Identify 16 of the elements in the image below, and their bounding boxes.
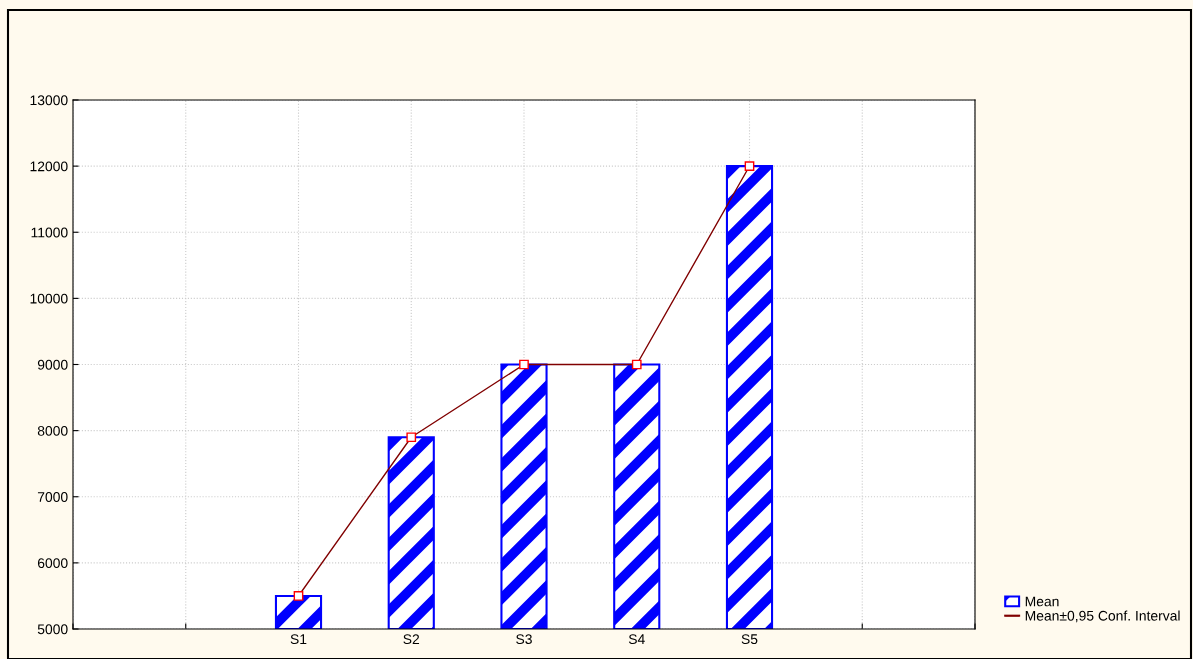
x-tick-label: S4: [628, 634, 645, 645]
text: Mean±0,95 Conf. Interval: [1025, 610, 1180, 623]
y-tick-label: 9000: [37, 359, 68, 370]
y-tick-label: 7000: [37, 492, 68, 502]
y-tick-label: 12000: [30, 161, 68, 172]
y-tick-label: 13000: [30, 95, 68, 106]
x-tick-label: S3: [516, 634, 532, 645]
legend-label: Mean: [1025, 596, 1059, 607]
y-tick-label: 10000: [30, 293, 68, 304]
y-tick-label: 8000: [37, 425, 68, 436]
x-tick-label: S5: [741, 634, 758, 645]
x-tick-label: S1: [290, 634, 307, 645]
y-tick-label: 6000: [37, 558, 68, 569]
y-tick-label: 11000: [31, 227, 68, 238]
y-tick-label: 5000: [37, 624, 68, 635]
x-tick-label: S2: [403, 634, 420, 645]
